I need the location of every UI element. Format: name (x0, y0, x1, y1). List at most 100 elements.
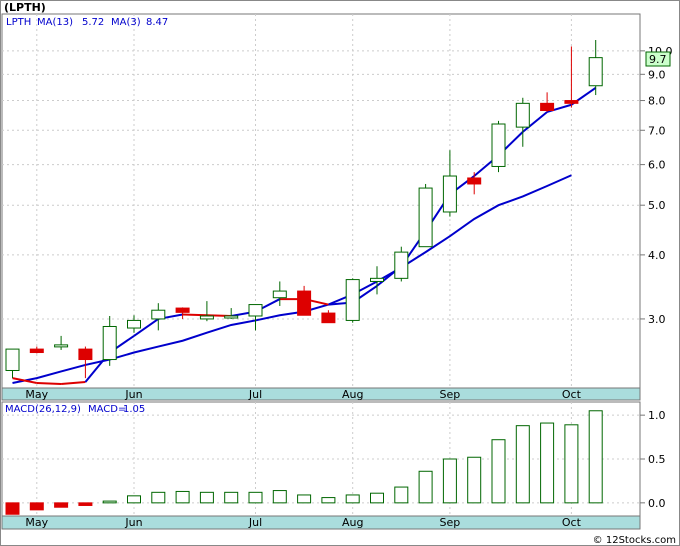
macd-bar (199, 491, 214, 504)
ma3-segment (182, 313, 207, 317)
candle-body (394, 251, 409, 279)
price-tick-label: 6.0 (648, 159, 666, 172)
candle (540, 92, 555, 112)
macd-bar (297, 494, 312, 504)
macd-x-axis-band (1, 515, 641, 530)
price-tick-label: 8.0 (648, 95, 666, 108)
macd-bar (175, 490, 190, 504)
macd-bar (224, 491, 239, 504)
candle-body (370, 277, 384, 282)
price-x-axis-band (1, 387, 641, 401)
macd-x-label: May (25, 516, 48, 529)
candle-body (442, 175, 457, 213)
candle (564, 46, 579, 108)
price-x-axis: May Jun Jul Aug Sep Oct (25, 388, 581, 401)
candle-body (248, 304, 263, 317)
macd-x-label: Sep (440, 516, 461, 529)
candles (5, 39, 603, 379)
candle (5, 348, 20, 379)
candle (394, 246, 409, 282)
candle-body (102, 325, 117, 361)
candle-body (467, 177, 482, 185)
candle-body (272, 290, 287, 299)
macd-bar (442, 458, 457, 504)
macd-legend-value: 1.05 (123, 404, 145, 415)
candle (54, 335, 69, 350)
macd-x-axis: May Jun Jul Aug Sep Oct (25, 516, 581, 529)
macd-bar (345, 494, 360, 504)
legend-ma13-value: 5.72 (82, 17, 104, 28)
legend-ma13-label: MA(13) (37, 17, 73, 28)
macd-bar (588, 410, 603, 504)
macd-bar (540, 422, 555, 504)
candle (29, 346, 44, 354)
candle (224, 308, 239, 319)
candle-body (564, 100, 579, 104)
candle (345, 278, 360, 323)
price-x-label: Oct (562, 388, 582, 401)
macd-bar (54, 502, 69, 508)
candle (297, 285, 312, 316)
macd-bar (78, 502, 93, 506)
candle-body (297, 290, 312, 316)
last-price-label: 9.7 (649, 53, 667, 66)
candle-body (29, 348, 44, 354)
candle-body (151, 309, 166, 320)
candle-body (515, 102, 530, 128)
candle-body (491, 123, 506, 167)
macd-tick-label: 1.0 (648, 409, 666, 422)
macd-y-axis: 0.0 0.5 1.0 (640, 409, 666, 510)
price-x-label: May (25, 388, 48, 401)
macd-tick-label: 0.0 (648, 497, 666, 510)
ma3-segment (61, 381, 86, 385)
candle-body (78, 348, 93, 361)
candle (442, 150, 457, 217)
watermark: © 12Stocks.com (593, 535, 676, 546)
price-x-label: Aug (342, 388, 363, 401)
macd-bar (370, 492, 384, 504)
macd-panel: 0.0 0.5 1.0 May Jun Jul Aug Sep Oct MACD(26,12,… (1, 401, 666, 530)
macd-bar (5, 502, 20, 515)
candle (467, 172, 482, 195)
macd-bar (418, 470, 433, 504)
macd-bars (5, 410, 603, 515)
candle (248, 304, 263, 331)
candle-body (127, 319, 141, 329)
price-panel: 3.04.05.06.07.08.09.010.0 May Jun Jul Aug Se… (1, 1, 673, 401)
candle (515, 97, 530, 147)
candle-body (5, 348, 20, 371)
macd-legend-label: MACD(26,12,9) (5, 404, 81, 415)
macd-x-label: Jul (248, 516, 262, 529)
macd-bar (564, 424, 579, 504)
macd-bar (127, 495, 141, 504)
last-price-box (645, 51, 671, 67)
price-x-label: Jun (124, 388, 142, 401)
price-plot-area (1, 13, 641, 389)
candle (78, 346, 93, 379)
candle (370, 266, 384, 295)
legend-ticker: LPTH (6, 17, 31, 28)
macd-x-label: Jun (124, 516, 142, 529)
ma3-segment (133, 318, 159, 337)
candle (199, 301, 214, 322)
macd-legend-value-label: MACD= (88, 404, 126, 415)
price-tick-label: 5.0 (648, 199, 666, 212)
ma3-segment (522, 111, 548, 133)
macd-bar (151, 491, 166, 504)
candle-body (54, 344, 69, 348)
chart-title: (LPTH) (4, 1, 46, 14)
candle (588, 39, 603, 96)
candle-body (224, 315, 239, 319)
macd-bar (467, 456, 482, 504)
macd-x-label: Oct (562, 516, 582, 529)
macd-bar (102, 500, 117, 504)
macd-x-label: Aug (342, 516, 363, 529)
macd-bar (29, 502, 44, 511)
macd-bar (321, 497, 336, 504)
macd-bar (248, 491, 263, 504)
candle-body (321, 312, 336, 324)
legend-ma3-value: 8.47 (146, 17, 168, 28)
ma3-segment (12, 377, 37, 384)
candle-body (418, 187, 433, 248)
